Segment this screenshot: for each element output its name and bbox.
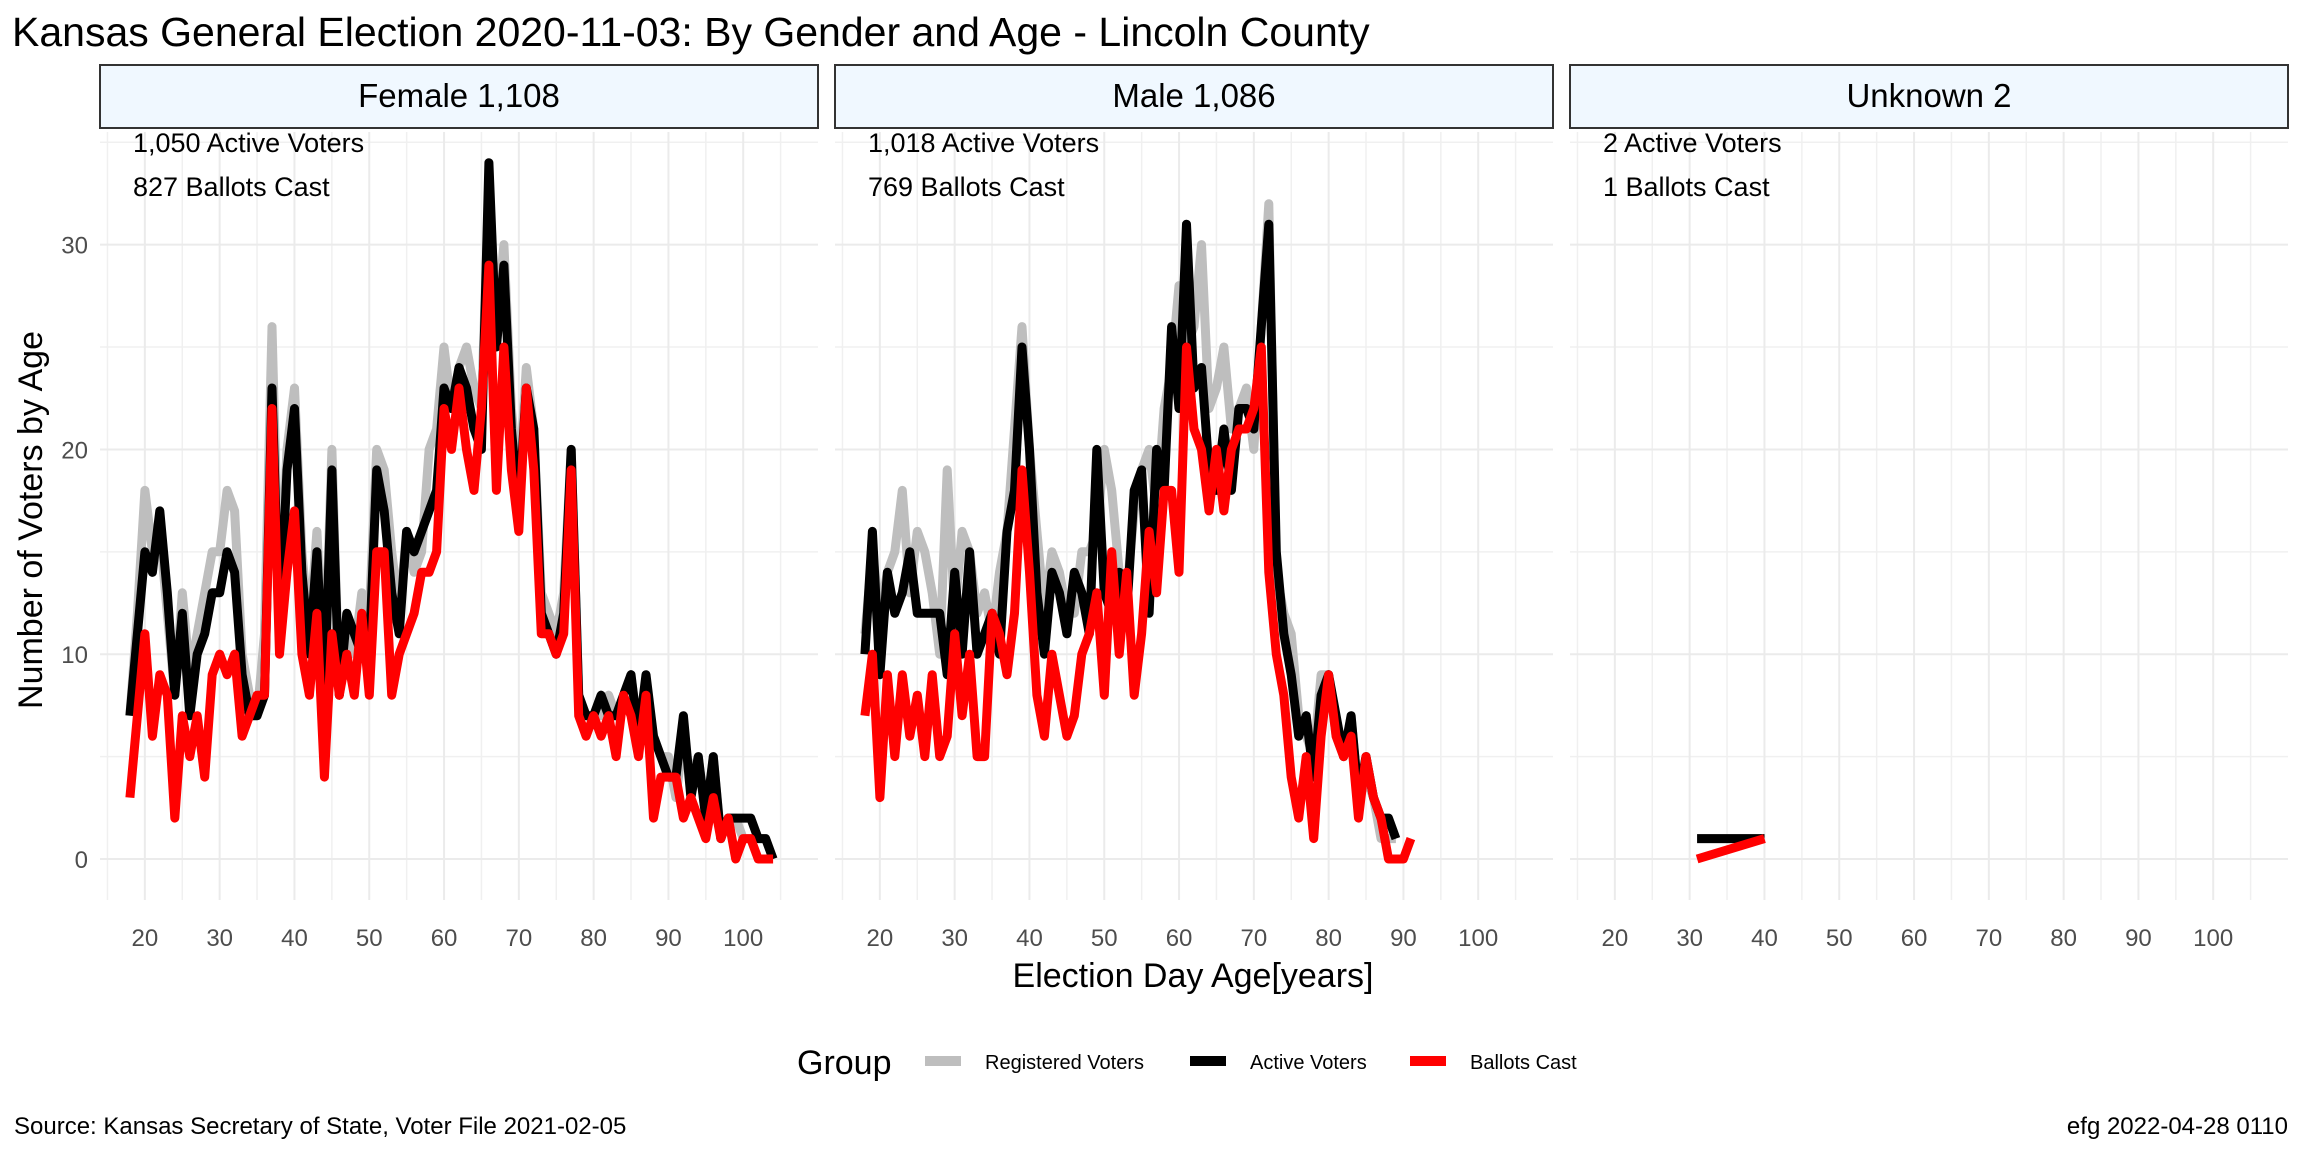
facet-panel: Unknown 2 2 Active Voters 1 Ballots Cast 20… — [1569, 64, 2289, 952]
legend-item: Ballots Cast — [1410, 1052, 1577, 1074]
y-tick-label: 20 — [61, 437, 88, 464]
x-tick-label: 70 — [1975, 925, 2002, 952]
series-line — [860, 219, 1401, 841]
date-caption: efg 2022-04-28 0110 — [2067, 1113, 2288, 1140]
source-caption: Source: Kansas Secretary of State, Voter… — [14, 1113, 626, 1140]
series-line — [1695, 834, 1766, 864]
facet-panels: Female 1,108 1,050 Active Voters 827 Ballo… — [61, 64, 2289, 952]
facet-annotation: 1 Ballots Cast — [1603, 172, 1770, 202]
x-tick-label: 70 — [1240, 925, 1267, 952]
chart-title: Kansas General Election 2020-11-03: By G… — [12, 9, 1370, 55]
x-tick-label: 90 — [655, 925, 682, 952]
legend-label: Registered Voters — [985, 1052, 1144, 1074]
y-tick-label: 10 — [61, 642, 88, 669]
x-tick-label: 30 — [1676, 925, 1703, 952]
facet-label: Male 1,086 — [1112, 77, 1275, 114]
x-tick-label: 40 — [1751, 925, 1778, 952]
grid — [1570, 132, 2288, 900]
facet-annotation: 1,018 Active Voters — [868, 128, 1099, 158]
x-tick-label: 100 — [1458, 925, 1498, 952]
facet-strip — [99, 64, 819, 129]
legend-item: Registered Voters — [925, 1052, 1144, 1074]
x-tick-label: 60 — [1901, 925, 1928, 952]
x-tick-label: 80 — [580, 925, 607, 952]
facet-annotation: 769 Ballots Cast — [868, 172, 1065, 202]
x-tick-label: 80 — [1315, 925, 1342, 952]
series-line — [860, 342, 1416, 864]
facet-strip — [834, 64, 1554, 129]
legend: Group Registered Voters Active Voters Ball… — [797, 1044, 1577, 1082]
facet-annotation: 2 Active Voters — [1603, 128, 1782, 158]
y-tick-label: 30 — [61, 233, 88, 260]
x-tick-label: 50 — [1091, 925, 1118, 952]
facet-strip — [1569, 64, 2289, 129]
x-tick-label: 100 — [2193, 925, 2233, 952]
grid — [100, 132, 818, 900]
x-tick-label: 50 — [356, 925, 383, 952]
facet-label: Unknown 2 — [1846, 77, 2011, 114]
x-tick-label: 60 — [1166, 925, 1193, 952]
x-tick-label: 20 — [132, 925, 159, 952]
facet-panel: Female 1,108 1,050 Active Voters 827 Ballo… — [61, 64, 819, 952]
x-tick-label: 40 — [1016, 925, 1043, 952]
x-tick-label: 100 — [723, 925, 763, 952]
x-tick-label: 20 — [867, 925, 894, 952]
facet-annotation: 827 Ballots Cast — [133, 172, 330, 202]
x-tick-label: 30 — [941, 925, 968, 952]
legend-label: Active Voters — [1250, 1052, 1367, 1074]
legend-label: Ballots Cast — [1470, 1052, 1577, 1074]
x-tick-label: 50 — [1826, 925, 1853, 952]
facet-label: Female 1,108 — [358, 77, 560, 114]
x-tick-label: 90 — [2125, 925, 2152, 952]
facet-annotation: 1,050 Active Voters — [133, 128, 364, 158]
x-tick-label: 40 — [281, 925, 308, 952]
legend-title: Group — [797, 1044, 892, 1082]
x-tick-label: 70 — [505, 925, 532, 952]
x-tick-label: 90 — [1390, 925, 1417, 952]
x-tick-label: 20 — [1602, 925, 1629, 952]
legend-item: Active Voters — [1190, 1052, 1367, 1074]
series-line — [125, 260, 774, 864]
x-tick-label: 30 — [206, 925, 233, 952]
facet-panel: Male 1,086 1,018 Active Voters 769 Ballots… — [834, 64, 1554, 952]
x-axis-title: Election Day Age[years] — [1013, 957, 1374, 995]
grid — [835, 132, 1553, 900]
x-tick-label: 80 — [2050, 925, 2077, 952]
series-line — [125, 158, 778, 861]
y-tick-label: 0 — [75, 847, 88, 874]
y-axis-title: Number of Voters by Age — [12, 331, 50, 709]
x-tick-label: 60 — [431, 925, 458, 952]
